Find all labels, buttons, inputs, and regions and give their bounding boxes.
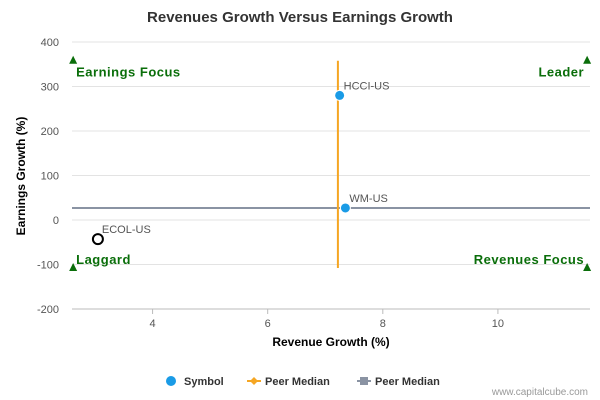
data-point-label: HCCI-US xyxy=(344,80,390,92)
x-tick-label: 8 xyxy=(380,318,386,330)
data-point-label: ECOL-US xyxy=(102,224,151,236)
quadrant-label-bottom-left: Laggard xyxy=(76,252,131,267)
legend-square-icon xyxy=(360,377,368,385)
legend-item-label: Symbol xyxy=(184,376,224,388)
quadrant-label-bottom-right: Revenues Focus xyxy=(474,252,584,267)
legend: Symbol Peer Median Peer Median xyxy=(166,376,440,388)
grid-lines xyxy=(72,41,590,265)
legend-symbol-circle-icon xyxy=(166,376,176,386)
x-tick-label: 10 xyxy=(492,318,504,330)
legend-diamond-icon xyxy=(250,377,258,385)
peer-median-lines xyxy=(72,60,590,269)
quadrant-marker-bottom-right xyxy=(583,263,592,272)
x-axis-title: Revenue Growth (%) xyxy=(272,335,389,349)
x-tick-labels: 4 6 8 10 xyxy=(150,309,504,330)
y-tick-label: -100 xyxy=(37,260,59,272)
y-tick-label: -200 xyxy=(37,304,59,316)
y-tick-label: 100 xyxy=(41,171,59,183)
data-point-wm-us xyxy=(339,202,351,214)
quadrant-label-top-left: Earnings Focus xyxy=(76,65,181,80)
quadrant-marker-top-left xyxy=(69,55,78,64)
data-points: HCCI-US WM-US ECOL-US xyxy=(91,80,390,246)
y-tick-labels: -200 -100 0 100 200 300 400 xyxy=(37,37,59,316)
quadrant-marker-bottom-left xyxy=(69,263,78,272)
quadrant-labels: Earnings Focus Leader Laggard Revenues Focu… xyxy=(69,55,592,272)
y-tick-label: 400 xyxy=(41,37,59,49)
data-point-label: WM-US xyxy=(349,193,388,205)
x-tick-label: 6 xyxy=(265,318,271,330)
data-point-ecol-us xyxy=(91,233,104,246)
x-tick-label: 4 xyxy=(150,318,156,330)
y-tick-label: 200 xyxy=(41,126,59,138)
y-tick-label: 0 xyxy=(53,215,59,227)
legend-item-label: Peer Median xyxy=(375,376,440,388)
y-tick-label: 300 xyxy=(41,82,59,94)
quadrant-marker-top-right xyxy=(583,55,592,64)
data-point-hcci-us xyxy=(334,89,346,101)
credit-text: www.capitalcube.com xyxy=(491,387,588,398)
chart-title: Revenues Growth Versus Earnings Growth xyxy=(147,9,453,26)
quadrant-label-top-right: Leader xyxy=(538,65,584,80)
legend-item-label: Peer Median xyxy=(265,376,330,388)
y-axis-title: Earnings Growth (%) xyxy=(14,117,28,236)
